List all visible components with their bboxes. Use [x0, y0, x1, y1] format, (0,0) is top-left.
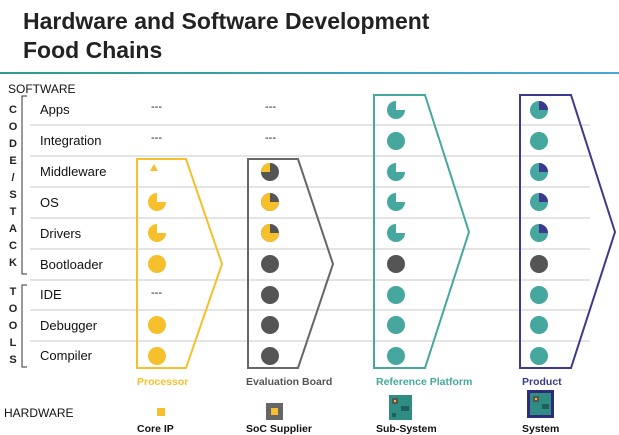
- row-label-integration: Integration: [40, 133, 102, 148]
- sub-system-board-icon: [389, 395, 412, 420]
- tools-letter: O: [8, 320, 18, 332]
- evaluation-board-middleware-wedge-icon: [261, 163, 270, 172]
- code-stack-letter: C: [9, 240, 17, 252]
- tools-letter: O: [8, 303, 18, 315]
- code-stack-letter: K: [9, 257, 17, 269]
- evaluation-board-compiler-circle-icon: [261, 347, 279, 365]
- processor-middleware-pie-icon: [150, 164, 158, 171]
- dash-ide-processor: ---: [151, 287, 162, 299]
- dash-integration-processor: ---: [151, 132, 162, 144]
- page-title: Hardware and Software Development Food C…: [23, 7, 429, 65]
- core-ip-chip-icon: [157, 408, 165, 416]
- hardware-label-core-ip: Core IP: [137, 423, 174, 435]
- reference-platform-debugger-circle-icon: [387, 316, 405, 334]
- processor-compiler-circle-icon: [148, 347, 166, 365]
- row-label-compiler: Compiler: [40, 348, 93, 363]
- dash-integration-evaluation-board: ---: [265, 132, 276, 144]
- row-label-debugger: Debugger: [40, 318, 98, 333]
- processor-bootloader-circle-icon: [148, 255, 166, 273]
- row-label-apps: Apps: [40, 102, 70, 117]
- product-compiler-circle-icon: [530, 347, 548, 365]
- reference-platform-bootloader-circle-icon: [387, 255, 405, 273]
- reference-platform-os-pie-icon: [387, 193, 405, 211]
- product-os-wedge-icon: [539, 193, 548, 202]
- row-label-middleware: Middleware: [40, 164, 107, 179]
- reference-platform-apps-pie-icon: [387, 101, 405, 119]
- row-label-os: OS: [40, 195, 59, 210]
- dash-apps-processor: ---: [151, 101, 162, 113]
- code-stack-letter: T: [9, 206, 17, 218]
- processor-os-pie-icon: [148, 193, 166, 211]
- title-divider: [0, 72, 619, 74]
- code-stack-letter: C: [9, 104, 17, 116]
- tools-letter: L: [9, 337, 17, 349]
- tools-bracket: [21, 284, 27, 368]
- reference-platform-ide-circle-icon: [387, 286, 405, 304]
- processor-drivers-pie-icon: [148, 224, 166, 242]
- evaluation-board-bootloader-circle-icon: [261, 255, 279, 273]
- title-line-1: Hardware and Software Development: [23, 8, 430, 34]
- code-stack-letter: E: [9, 155, 17, 167]
- row-label-ide: IDE: [40, 287, 62, 302]
- product-middleware-wedge-icon: [539, 163, 548, 172]
- tools-letter: S: [9, 354, 17, 366]
- processor-debugger-circle-icon: [148, 316, 166, 334]
- code-stack-bracket: [21, 95, 27, 275]
- system-board-icon: [527, 390, 554, 418]
- reference-platform-compiler-circle-icon: [387, 347, 405, 365]
- column-title-reference-platform: Reference Platform: [376, 376, 473, 388]
- processor-chevron: [136, 158, 224, 369]
- reference-platform-integration-circle-icon: [387, 132, 405, 150]
- product-debugger-circle-icon: [530, 316, 548, 334]
- evaluation-board-chevron: [247, 158, 335, 369]
- product-ide-circle-icon: [530, 286, 548, 304]
- row-grid: [30, 124, 590, 342]
- evaluation-board-os-wedge-icon: [261, 193, 279, 211]
- column-title-evaluation-board: Evaluation Board: [246, 376, 333, 388]
- hardware-label-soc-supplier: SoC Supplier: [246, 423, 312, 435]
- hardware-label-system: System: [522, 423, 560, 435]
- dash-apps-evaluation-board: ---: [265, 101, 276, 113]
- evaluation-board-debugger-circle-icon: [261, 316, 279, 334]
- row-label-bootloader: Bootloader: [40, 257, 103, 272]
- row-label-drivers: Drivers: [40, 226, 82, 241]
- product-integration-circle-icon: [530, 132, 548, 150]
- evaluation-board-drivers-wedge-icon: [261, 224, 279, 242]
- reference-platform-middleware-pie-icon: [387, 163, 405, 181]
- column-title-processor: Processor: [137, 376, 189, 388]
- soc-supplier-core-icon: [271, 408, 278, 415]
- product-apps-wedge-icon: [539, 101, 548, 110]
- software-label: SOFTWARE: [8, 82, 76, 96]
- column-title-product: Product: [522, 376, 562, 388]
- evaluation-board-ide-circle-icon: [261, 286, 279, 304]
- hardware-label: HARDWARE: [4, 406, 74, 420]
- title-line-2: Food Chains: [23, 37, 163, 63]
- code-stack-letter: D: [9, 138, 17, 150]
- product-bootloader-circle-icon: [530, 255, 548, 273]
- code-stack-letter: S: [9, 189, 17, 201]
- code-stack-letter: /: [11, 172, 15, 184]
- product-chevron: [519, 94, 617, 369]
- product-drivers-wedge-icon: [539, 224, 548, 233]
- code-stack-letter: A: [9, 223, 17, 235]
- code-stack-letter: O: [8, 121, 18, 133]
- tools-letter: T: [9, 286, 17, 298]
- reference-platform-drivers-pie-icon: [387, 224, 405, 242]
- reference-platform-chevron: [373, 94, 471, 369]
- hardware-label-sub-system: Sub-System: [376, 423, 437, 435]
